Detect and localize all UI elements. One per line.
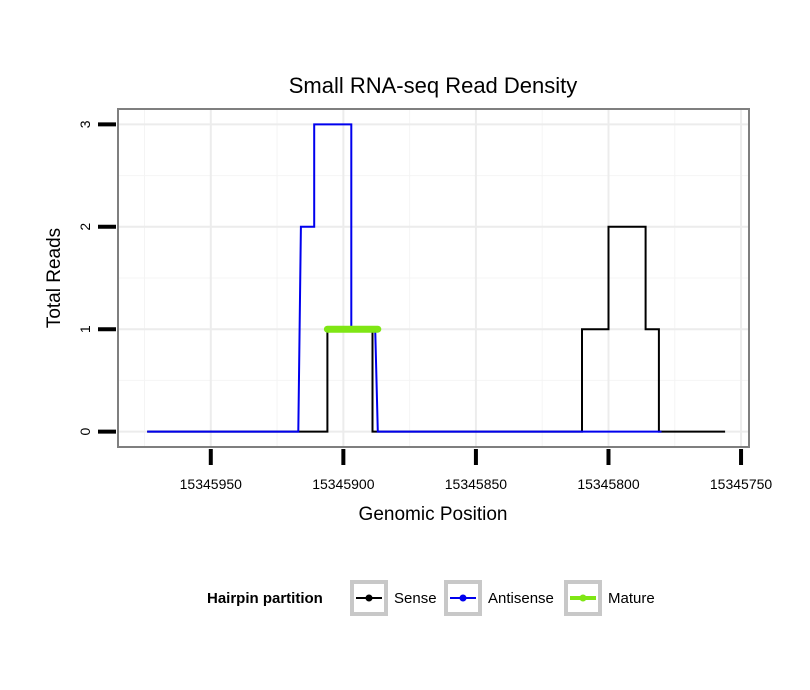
x-tick-label: 15345800 [577,476,640,492]
x-tick-label: 15345950 [180,476,243,492]
plot-area [117,108,750,448]
legend-entry-mature: Mature [564,580,655,616]
legend: Hairpin partition Sense Antisense Mature [207,580,655,616]
series-line-sense [147,225,726,433]
legend-entry-antisense: Antisense [444,580,554,616]
x-axis: 15345950 15345900 15345850 15345800 15345750 [180,449,773,492]
x-tick-label: 15345750 [710,476,773,492]
legend-key-dot [365,594,373,602]
y-tick-label: 1 [77,325,93,333]
x-tick-label: 15345900 [312,476,375,492]
legend-key-dot [579,594,587,602]
legend-title: Hairpin partition [207,590,323,607]
y-axis: 0 1 2 3 [77,120,116,436]
series-line-antisense [147,123,662,433]
y-tick-label: 3 [77,120,93,128]
chart-title: Small RNA-seq Read Density [289,73,578,98]
legend-entries: Sense Antisense Mature [350,580,655,616]
legend-label: Antisense [488,590,554,607]
legend-entry-sense: Sense [350,580,437,616]
x-tick-label: 15345850 [445,476,508,492]
y-axis-title: Total Reads [44,228,65,328]
series-lines [147,123,726,433]
x-axis-title: Genomic Position [359,504,508,525]
legend-label: Sense [394,590,437,607]
legend-label: Mature [608,590,655,607]
legend-key-dot [459,594,467,602]
plot-border [117,108,750,448]
y-tick-label: 2 [77,223,93,231]
y-tick-label: 0 [77,428,93,436]
